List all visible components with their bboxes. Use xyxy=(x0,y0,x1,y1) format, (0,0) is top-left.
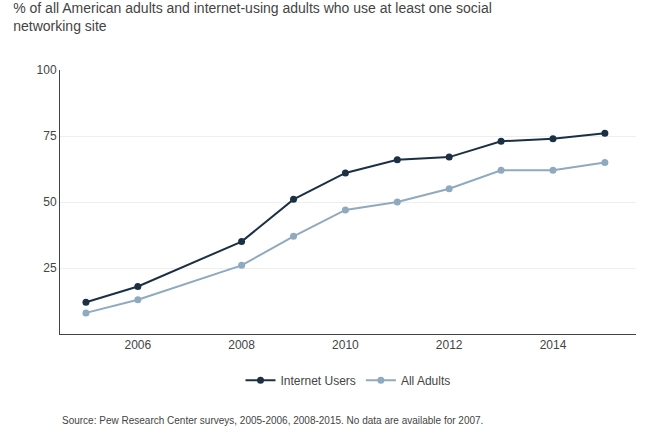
svg-text:25: 25 xyxy=(43,261,57,275)
svg-text:2010: 2010 xyxy=(332,338,359,352)
svg-text:2012: 2012 xyxy=(436,338,463,352)
svg-text:2014: 2014 xyxy=(540,338,567,352)
svg-text:75: 75 xyxy=(43,129,57,143)
svg-text:% of all American adults and i: % of all American adults and internet-us… xyxy=(13,0,492,34)
svg-text:50: 50 xyxy=(43,195,57,209)
svg-text:Internet Users: Internet Users xyxy=(281,374,356,388)
svg-text:2006: 2006 xyxy=(124,338,151,352)
svg-text:Source: Pew Research Center su: Source: Pew Research Center surveys, 200… xyxy=(62,415,483,426)
svg-text:All Adults: All Adults xyxy=(401,374,450,388)
svg-text:2008: 2008 xyxy=(228,338,255,352)
svg-text:100: 100 xyxy=(37,63,57,77)
